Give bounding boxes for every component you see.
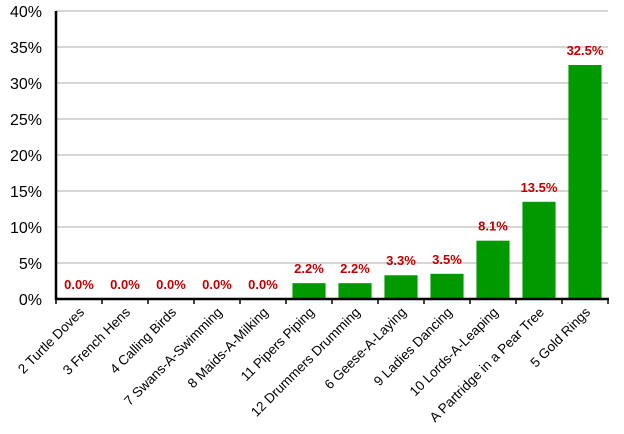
x-category-label: 10 Lords-A-Leaping (407, 305, 501, 399)
bar (568, 65, 602, 299)
data-label: 32.5% (567, 43, 604, 58)
bars (292, 65, 602, 299)
x-category-label: 9 Ladies Dancing (371, 305, 455, 389)
y-tick-label: 30% (10, 76, 42, 93)
y-tick-label: 25% (10, 112, 42, 129)
y-axis-tick-labels: 0% 5% 10% 15% 20% 25% 30% 35% 40% (10, 4, 42, 309)
bar (522, 201, 556, 299)
data-labels: 0.0% 0.0% 0.0% 0.0% 0.0% 2.2% 2.2% 3.3% 3.5% 8.1%… (64, 43, 604, 292)
bar (338, 283, 372, 299)
data-label: 0.0% (248, 277, 278, 292)
data-label: 0.0% (110, 277, 140, 292)
data-label: 0.0% (156, 277, 186, 292)
y-tick-label: 15% (10, 184, 42, 201)
data-label: 3.5% (432, 252, 462, 267)
data-label: 0.0% (202, 277, 232, 292)
x-category-label: 6 Geese-A-Laying (322, 305, 410, 393)
y-tick-label: 10% (10, 220, 42, 237)
bar (476, 240, 510, 299)
y-tick-label: 5% (19, 256, 42, 273)
y-tick-label: 35% (10, 40, 42, 57)
data-label: 2.2% (340, 261, 370, 276)
gridlines (56, 10, 608, 264)
bar (292, 283, 326, 299)
data-label: 2.2% (294, 261, 324, 276)
data-label: 13.5% (521, 180, 558, 195)
data-label: 8.1% (478, 219, 508, 234)
y-tick-label: 0% (19, 292, 42, 309)
y-tick-label: 40% (10, 4, 42, 21)
data-label: 0.0% (64, 277, 94, 292)
x-category-label: 8 Maids-A-Milking (185, 305, 271, 391)
bar (384, 275, 418, 299)
y-tick-label: 20% (10, 148, 42, 165)
data-label: 3.3% (386, 253, 416, 268)
bar (430, 273, 464, 299)
axes (54, 11, 609, 304)
